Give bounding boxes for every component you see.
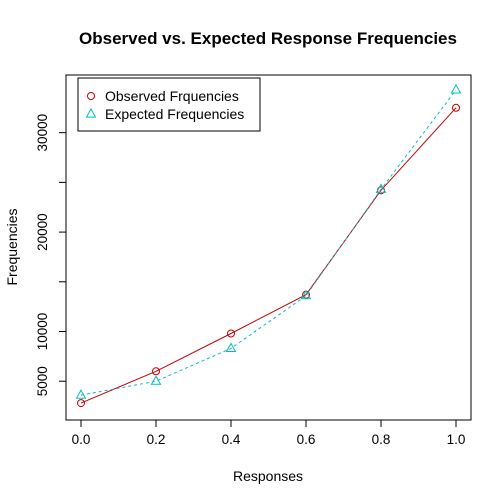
series-line-0: [80, 107, 457, 404]
data-point-1: [75, 389, 87, 399]
data-point-0: [152, 367, 160, 376]
legend-label-1: Expected Frequencies: [105, 106, 244, 122]
x-axis: 0.0 0.2 0.4 0.6 0.8 1.0: [72, 419, 466, 447]
data-point-0: [452, 103, 460, 112]
data-point-1: [300, 289, 312, 300]
x-tick-label: 0.6: [297, 432, 316, 447]
data-point-0: [77, 399, 85, 408]
data-point-1: [450, 83, 462, 94]
data-point-1: [225, 342, 237, 352]
legend: Observed Frquencies Expected Frequencies: [77, 77, 261, 132]
series-line-1: [80, 89, 457, 396]
chart-title: Observed vs. Expected Response Frequenci…: [79, 29, 457, 48]
legend-label-0: Observed Frquencies: [105, 88, 239, 104]
y-tick-label: 5000: [35, 366, 50, 396]
x-tick-label: 0.8: [372, 432, 391, 447]
x-tick-label: 1.0: [447, 432, 466, 447]
x-axis-label: Responses: [233, 468, 303, 484]
legend-marker-0: [87, 92, 95, 100]
y-tick-label: 10000: [35, 313, 50, 351]
legend-box: [77, 77, 261, 132]
y-tick-label: 30000: [35, 114, 50, 152]
y-tick-label: 20000: [35, 213, 50, 251]
y-axis: 5000 10000 20000 30000: [35, 114, 67, 396]
data-point-0: [227, 329, 235, 338]
legend-marker-1: [85, 107, 97, 118]
series-layer: [75, 83, 462, 408]
x-tick-label: 0.4: [222, 432, 241, 447]
x-tick-label: 0.2: [147, 432, 166, 447]
y-axis-label: Frequencies: [4, 208, 20, 285]
data-point-1: [375, 183, 387, 193]
x-tick-label: 0.0: [72, 432, 91, 447]
data-point-1: [150, 375, 162, 385]
